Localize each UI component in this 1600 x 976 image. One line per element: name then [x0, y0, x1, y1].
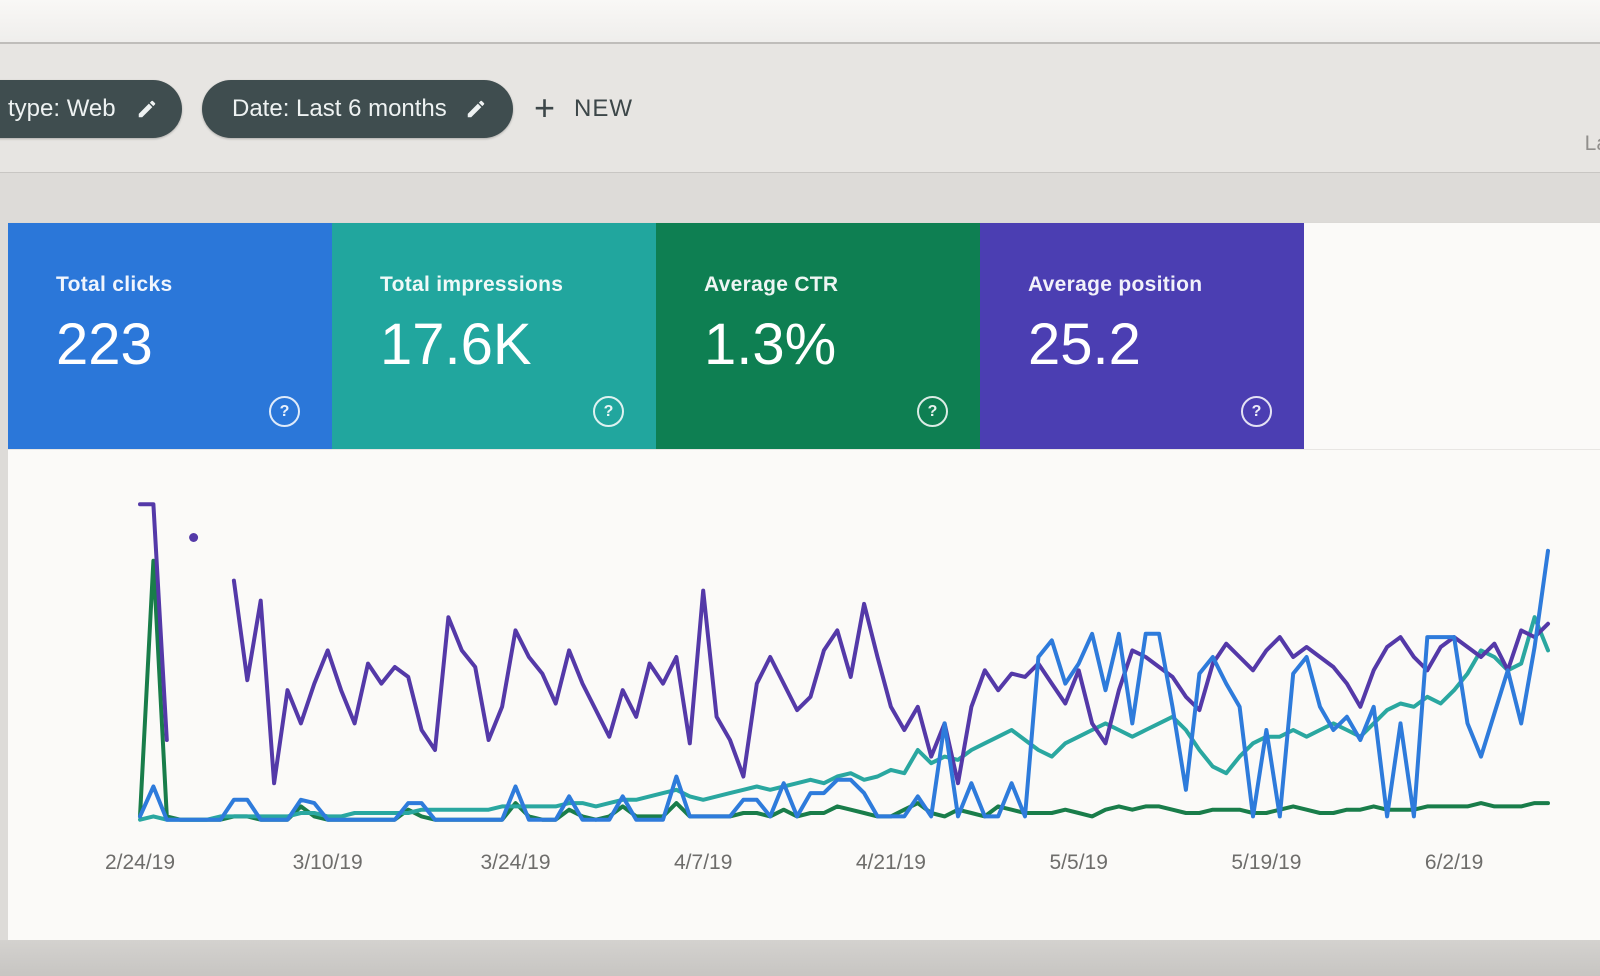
edit-pencil-icon[interactable] — [136, 98, 158, 120]
x-axis-tick-label: 6/2/19 — [1425, 851, 1483, 874]
filter-chip-date-range-label: Date: Last 6 months — [232, 95, 447, 122]
help-icon[interactable]: ? — [593, 396, 624, 427]
metric-card-average-position[interactable]: Average position 25.2 ? — [980, 223, 1304, 449]
metric-card-total-impressions[interactable]: Total impressions 17.6K ? — [332, 223, 656, 449]
help-icon[interactable]: ? — [917, 396, 948, 427]
metric-card-label: Total clicks — [56, 273, 173, 296]
filter-toolbar: type: Web Date: Last 6 months + NEW La — [0, 44, 1600, 173]
x-axis-tick-label: 4/21/19 — [856, 851, 926, 874]
metric-card-label: Average CTR — [704, 273, 839, 296]
screen-top-edge — [0, 0, 1600, 44]
performance-chart-svg: 2/24/19 3/10/19 3/24/19 4/7/19 4/21/19 5/5/19… — [105, 502, 1550, 874]
x-axis-tick-label: 5/19/19 — [1231, 851, 1301, 874]
metric-card-value: 17.6K — [380, 312, 532, 377]
x-axis-tick-label: 4/7/19 — [674, 851, 732, 874]
filter-chip-search-type[interactable]: type: Web — [0, 80, 182, 138]
x-axis-tick-label: 2/24/19 — [105, 851, 175, 874]
x-axis-tick-label: 5/5/19 — [1050, 851, 1108, 874]
metric-card-total-clicks[interactable]: Total clicks 223 ? — [8, 223, 332, 449]
metric-card-value: 1.3% — [704, 312, 837, 377]
edit-pencil-icon[interactable] — [465, 98, 487, 120]
metric-cards-row: Total clicks 223 ? Total impressions 17.… — [8, 223, 1600, 450]
metric-card-label: Average position — [1028, 273, 1203, 296]
filter-chip-search-type-label: type: Web — [8, 95, 116, 122]
performance-panel: Total clicks 223 ? Total impressions 17.… — [8, 222, 1600, 941]
x-axis-tick-label: 3/24/19 — [480, 851, 550, 874]
new-filter-button-label: NEW — [574, 95, 634, 122]
metric-card-value: 223 — [56, 312, 153, 377]
new-filter-button[interactable]: + NEW — [528, 80, 639, 138]
help-icon[interactable]: ? — [269, 396, 300, 427]
screen-bottom-edge — [0, 940, 1600, 976]
filter-chip-date-range[interactable]: Date: Last 6 months — [202, 80, 513, 138]
last-updated-partial-text: La — [1584, 132, 1600, 155]
help-icon[interactable]: ? — [1241, 396, 1272, 427]
x-axis-tick-label: 3/10/19 — [293, 851, 363, 874]
metric-card-value: 25.2 — [1028, 312, 1141, 377]
metric-card-label: Total impressions — [380, 273, 564, 296]
metric-card-average-ctr[interactable]: Average CTR 1.3% ? — [656, 223, 980, 449]
performance-chart: 2/24/19 3/10/19 3/24/19 4/7/19 4/21/19 5/5/19… — [8, 450, 1600, 941]
plus-icon: + — [534, 86, 557, 128]
